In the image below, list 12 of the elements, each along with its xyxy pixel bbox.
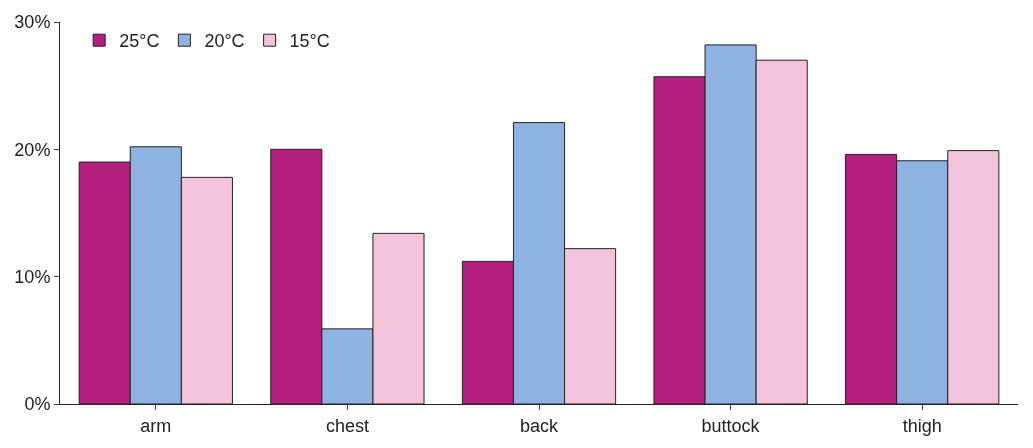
- y-tick-label: 30%: [14, 12, 51, 33]
- x-tick-label: chest: [325, 415, 369, 436]
- y-tick-label: 0%: [24, 394, 51, 415]
- y-tick-label: 10%: [14, 266, 51, 287]
- legend-label: 25°C: [119, 31, 160, 52]
- x-tick-label: back: [519, 415, 560, 436]
- x-tick-label: arm: [140, 415, 172, 436]
- x-tick-label: thigh: [902, 415, 942, 436]
- legend-label: 20°C: [204, 31, 245, 52]
- y-tick-label: 20%: [14, 139, 51, 160]
- x-tick-label: buttock: [701, 415, 761, 436]
- legend-label: 15°C: [289, 31, 330, 52]
